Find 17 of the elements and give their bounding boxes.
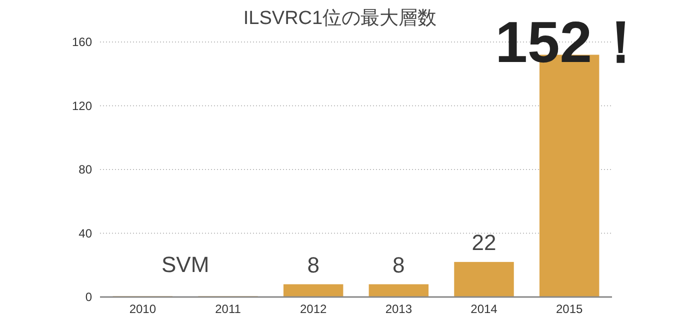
annotation: SVM <box>161 252 210 277</box>
x-tick-label: 2011 <box>215 302 242 316</box>
x-tick-label: 2013 <box>385 302 412 316</box>
y-tick-label: 0 <box>85 290 92 304</box>
x-tick-label: 2015 <box>556 302 584 316</box>
data-label: 8 <box>307 252 320 278</box>
y-tick-label: 80 <box>78 162 92 176</box>
data-label: 8 <box>392 252 405 278</box>
data-label: 152！ <box>495 10 650 75</box>
x-tick-label: 2010 <box>129 302 156 316</box>
chart-title: ILSVRC1位の最大層数 <box>243 8 437 29</box>
y-tick-label: 120 <box>72 98 92 113</box>
y-tick-label: 40 <box>78 226 92 240</box>
x-tick-label: 2014 <box>470 302 498 316</box>
x-tick-label: 2012 <box>300 302 328 316</box>
data-label: 22 <box>472 230 496 255</box>
y-tick-label: 160 <box>72 35 92 49</box>
